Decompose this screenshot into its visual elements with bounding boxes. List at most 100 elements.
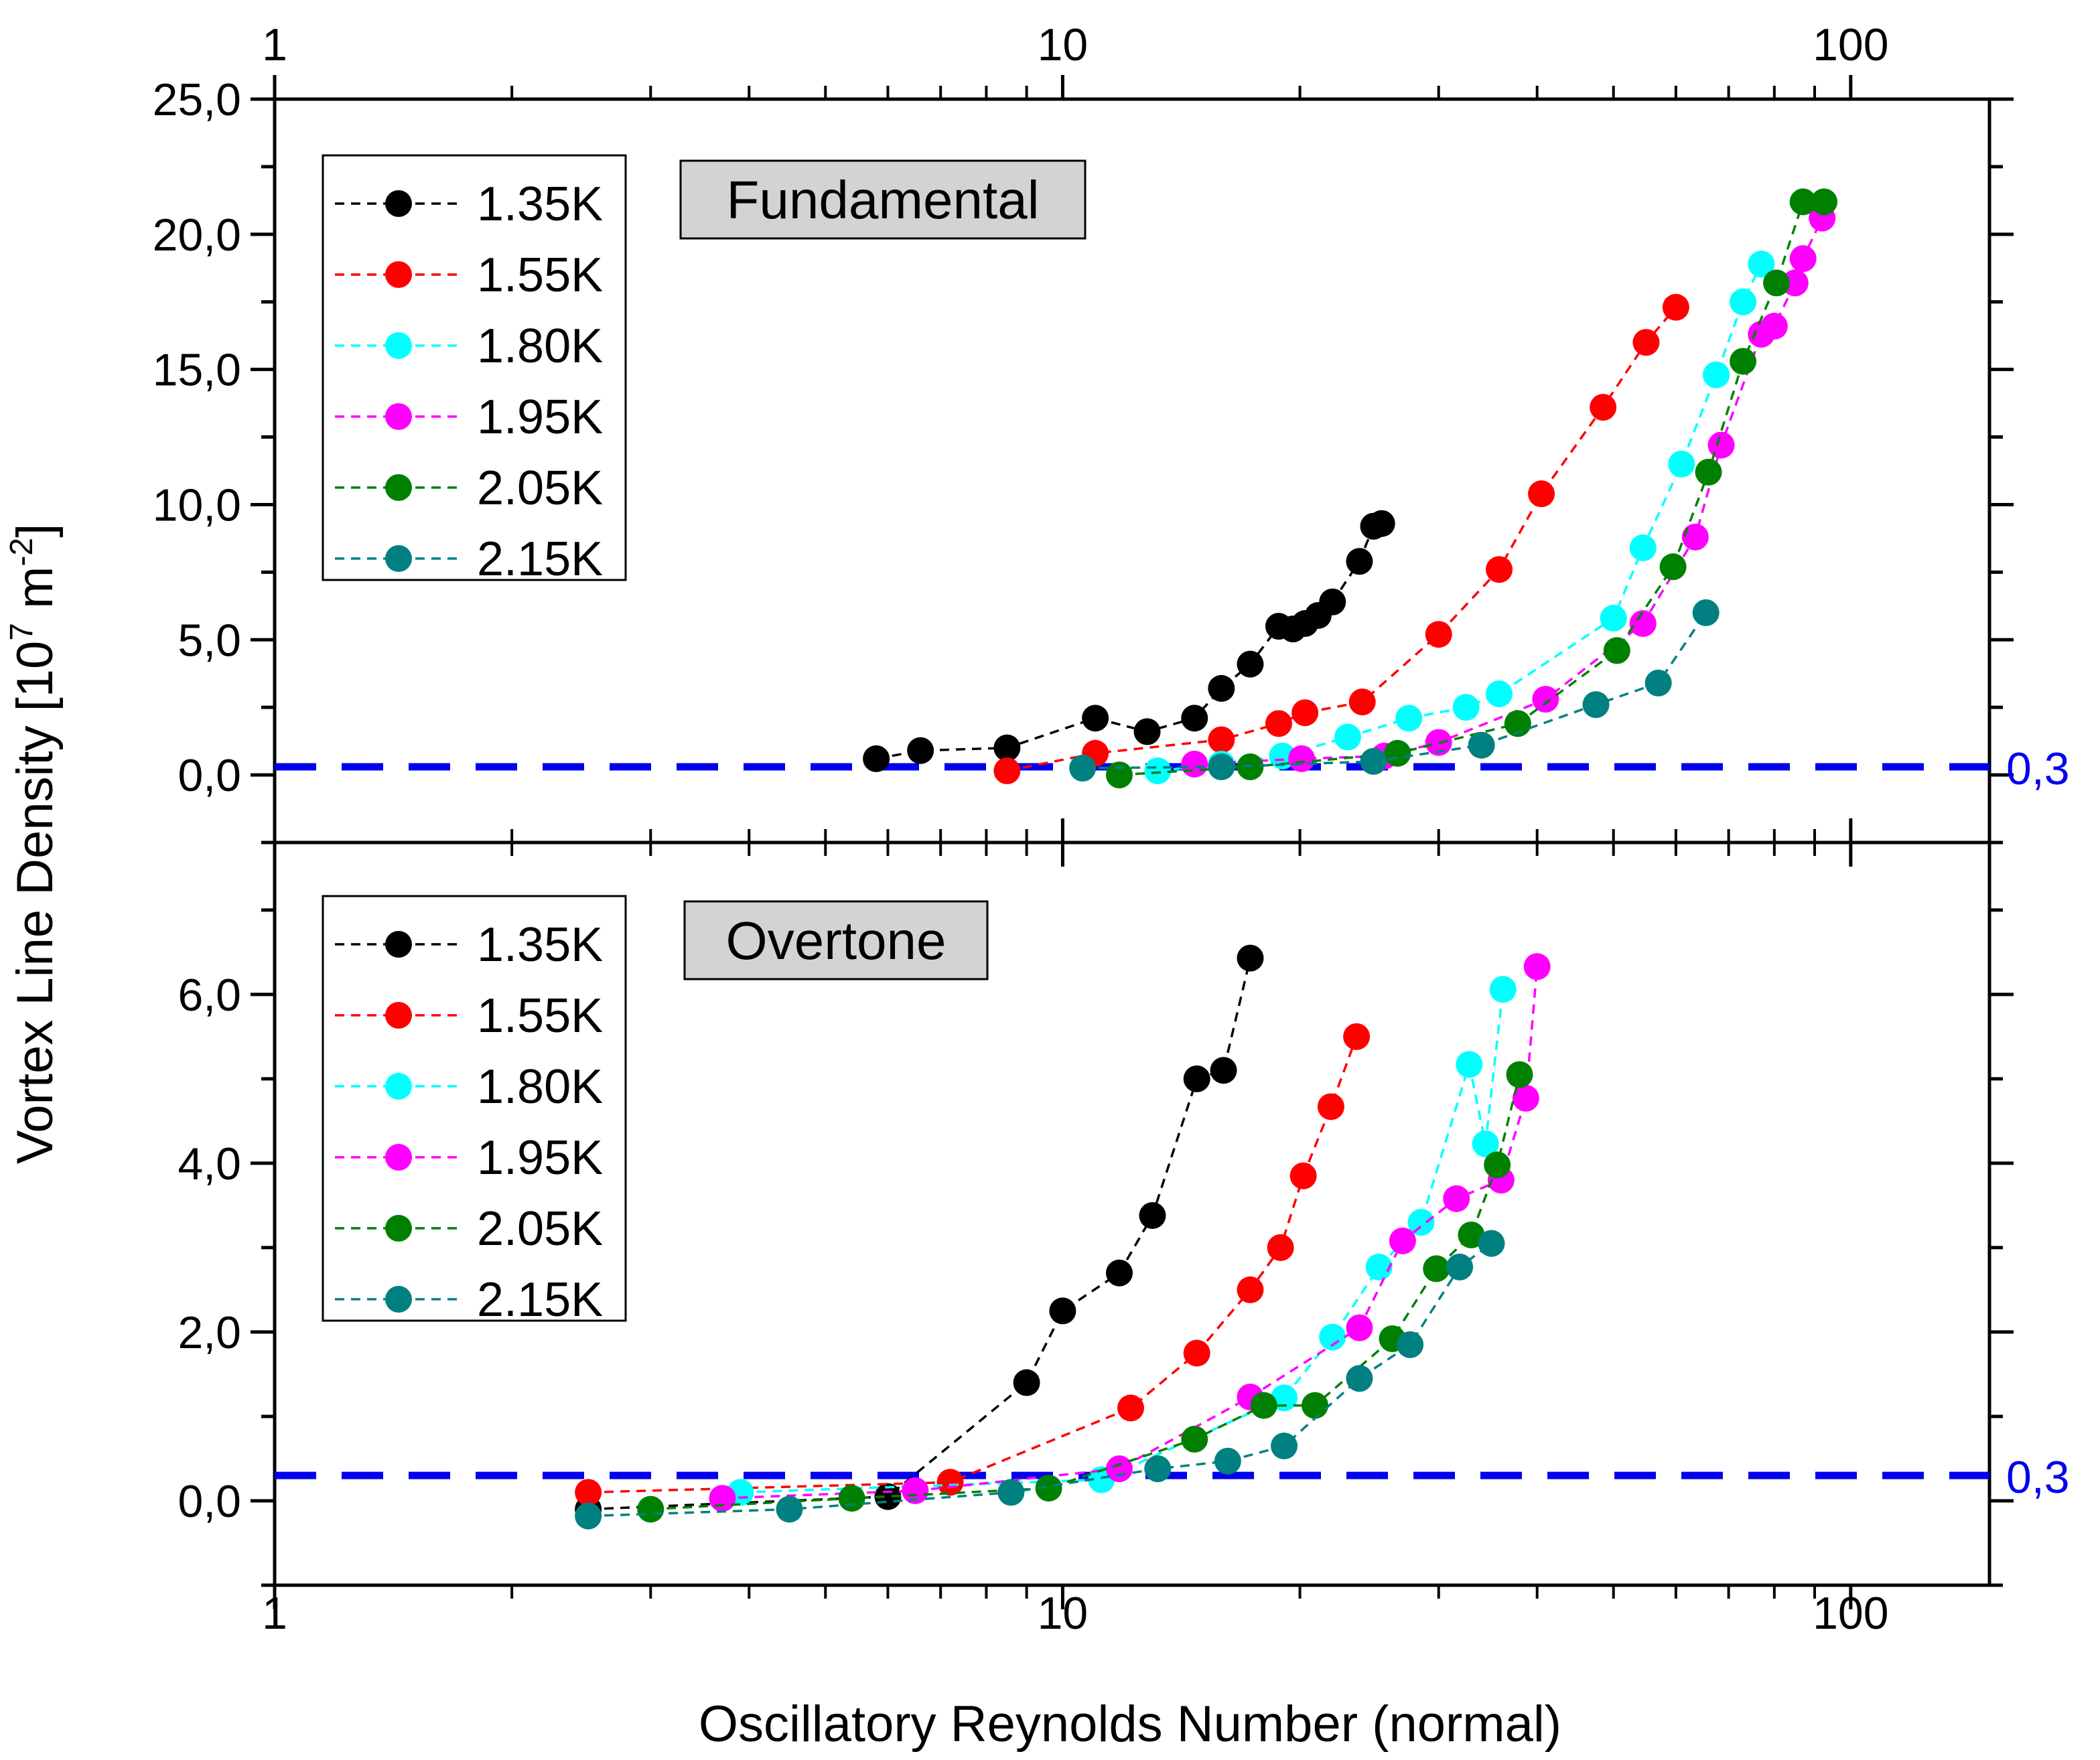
panel-label: Fundamental [727, 170, 1040, 230]
x-tick-label-bottom: 10 [1038, 1588, 1089, 1639]
data-point [997, 1479, 1025, 1506]
y-tick-label: 10,0 [153, 480, 241, 530]
x-tick-label-top: 100 [1813, 19, 1888, 70]
data-point [1600, 604, 1627, 632]
legend-label: 2.15K [477, 1273, 603, 1327]
data-point [1237, 944, 1264, 972]
data-point [1789, 245, 1817, 273]
legend-marker [385, 403, 412, 430]
data-point [1407, 1209, 1435, 1236]
data-point [1763, 269, 1791, 297]
data-point [1346, 1365, 1373, 1392]
panel-label: Overtone [725, 911, 946, 970]
data-point [1423, 1255, 1450, 1282]
data-point [1210, 1057, 1237, 1084]
data-point [1703, 361, 1730, 388]
data-point [1265, 710, 1292, 737]
data-point [1456, 1051, 1483, 1078]
data-point [1360, 747, 1387, 775]
legend-label: 1.55K [477, 248, 603, 302]
legend-label: 1.80K [477, 1060, 603, 1114]
data-point [1478, 1230, 1505, 1257]
y-tick-label: 6,0 [178, 970, 241, 1021]
y-axis-title: Vortex Line Density [107 m-2] [4, 524, 64, 1165]
legend-marker [385, 1073, 412, 1100]
data-point [1512, 1084, 1539, 1112]
data-point [1397, 1331, 1424, 1358]
series-2.15K [575, 1230, 1505, 1530]
y-tick-label: 15,0 [153, 345, 241, 396]
data-point [1681, 523, 1709, 551]
y-tick-label: 4,0 [178, 1139, 241, 1189]
data-point [1692, 599, 1720, 626]
data-point [1582, 691, 1610, 719]
legend-box [322, 895, 627, 1322]
data-point [1237, 1276, 1264, 1303]
y-tick-label: 0,0 [178, 750, 241, 801]
data-point [993, 757, 1021, 785]
legend-marker [385, 332, 412, 359]
y-axis-title-mid: m [7, 567, 64, 623]
y-tick-label: 0,0 [178, 1476, 241, 1527]
data-point [936, 1469, 964, 1496]
data-point [776, 1495, 803, 1523]
data-point [1489, 976, 1517, 1003]
data-point [1443, 1185, 1470, 1212]
data-point [1695, 459, 1722, 486]
data-point [1425, 621, 1452, 648]
legend: 1.35K 1.55K 1.80K 1.95K 2.05K 2.15K [322, 895, 627, 1327]
data-point [1049, 1297, 1076, 1325]
x-tick-label-top: 10 [1038, 19, 1089, 70]
data-point [902, 1477, 929, 1504]
panel-label-box [683, 900, 989, 980]
data-point [1013, 1369, 1040, 1396]
data-point [1468, 731, 1495, 759]
legend-label: 1.35K [477, 918, 603, 972]
y-axis-title-main: Vortex Line Density [10 [7, 641, 64, 1165]
data-point [575, 1502, 602, 1530]
data-point [1291, 699, 1319, 727]
data-point [1384, 739, 1411, 767]
data-point [1659, 553, 1687, 581]
data-point [1484, 1151, 1511, 1179]
series-1.55K [575, 1023, 1371, 1506]
data-point [1781, 269, 1809, 297]
data-point [1250, 1392, 1277, 1419]
legend-label: 1.35K [477, 177, 603, 231]
legend-label: 1.55K [477, 989, 603, 1043]
data-point [1144, 1455, 1172, 1483]
x-axis-title: Oscillatory Reynolds Number (normal) [699, 1696, 1561, 1753]
y-axis-title-exp1: 7 [4, 623, 40, 641]
data-point [1368, 510, 1395, 537]
series-line-1.95K [1194, 217, 1823, 765]
data-point [1629, 534, 1657, 562]
x-tick-label-top: 1 [262, 19, 287, 70]
data-point [1139, 1202, 1166, 1230]
series-line-1.80K [740, 989, 1504, 1494]
data-point [1760, 313, 1788, 340]
data-point [1486, 680, 1513, 707]
data-point [1181, 1425, 1208, 1453]
reference-label: 0,3 [2006, 1452, 2070, 1503]
data-point [1523, 953, 1551, 980]
data-point [1590, 394, 1617, 421]
x-tick-label-bottom: 100 [1813, 1588, 1888, 1639]
legend-marker [385, 190, 412, 217]
data-point [1334, 723, 1361, 751]
data-point [1117, 1394, 1145, 1422]
series-line-1.95K [722, 966, 1539, 1499]
series-1.95K [1181, 204, 1836, 778]
data-point [1748, 250, 1775, 278]
x-axis: 1 1 10 10 100 100 [262, 19, 1888, 1639]
legend: 1.35K 1.55K 1.80K 1.95K 2.05K 2.15K [322, 154, 627, 586]
data-point [1365, 1253, 1393, 1280]
data-point [1237, 650, 1264, 678]
data-point [637, 1495, 664, 1523]
y-axis-title-end: ] [7, 524, 64, 538]
legend-marker [385, 261, 412, 288]
data-point [1528, 480, 1555, 508]
data-point [1183, 1339, 1210, 1367]
legend-marker [385, 1215, 412, 1242]
legend-marker [385, 1144, 412, 1171]
data-point [1319, 588, 1346, 615]
